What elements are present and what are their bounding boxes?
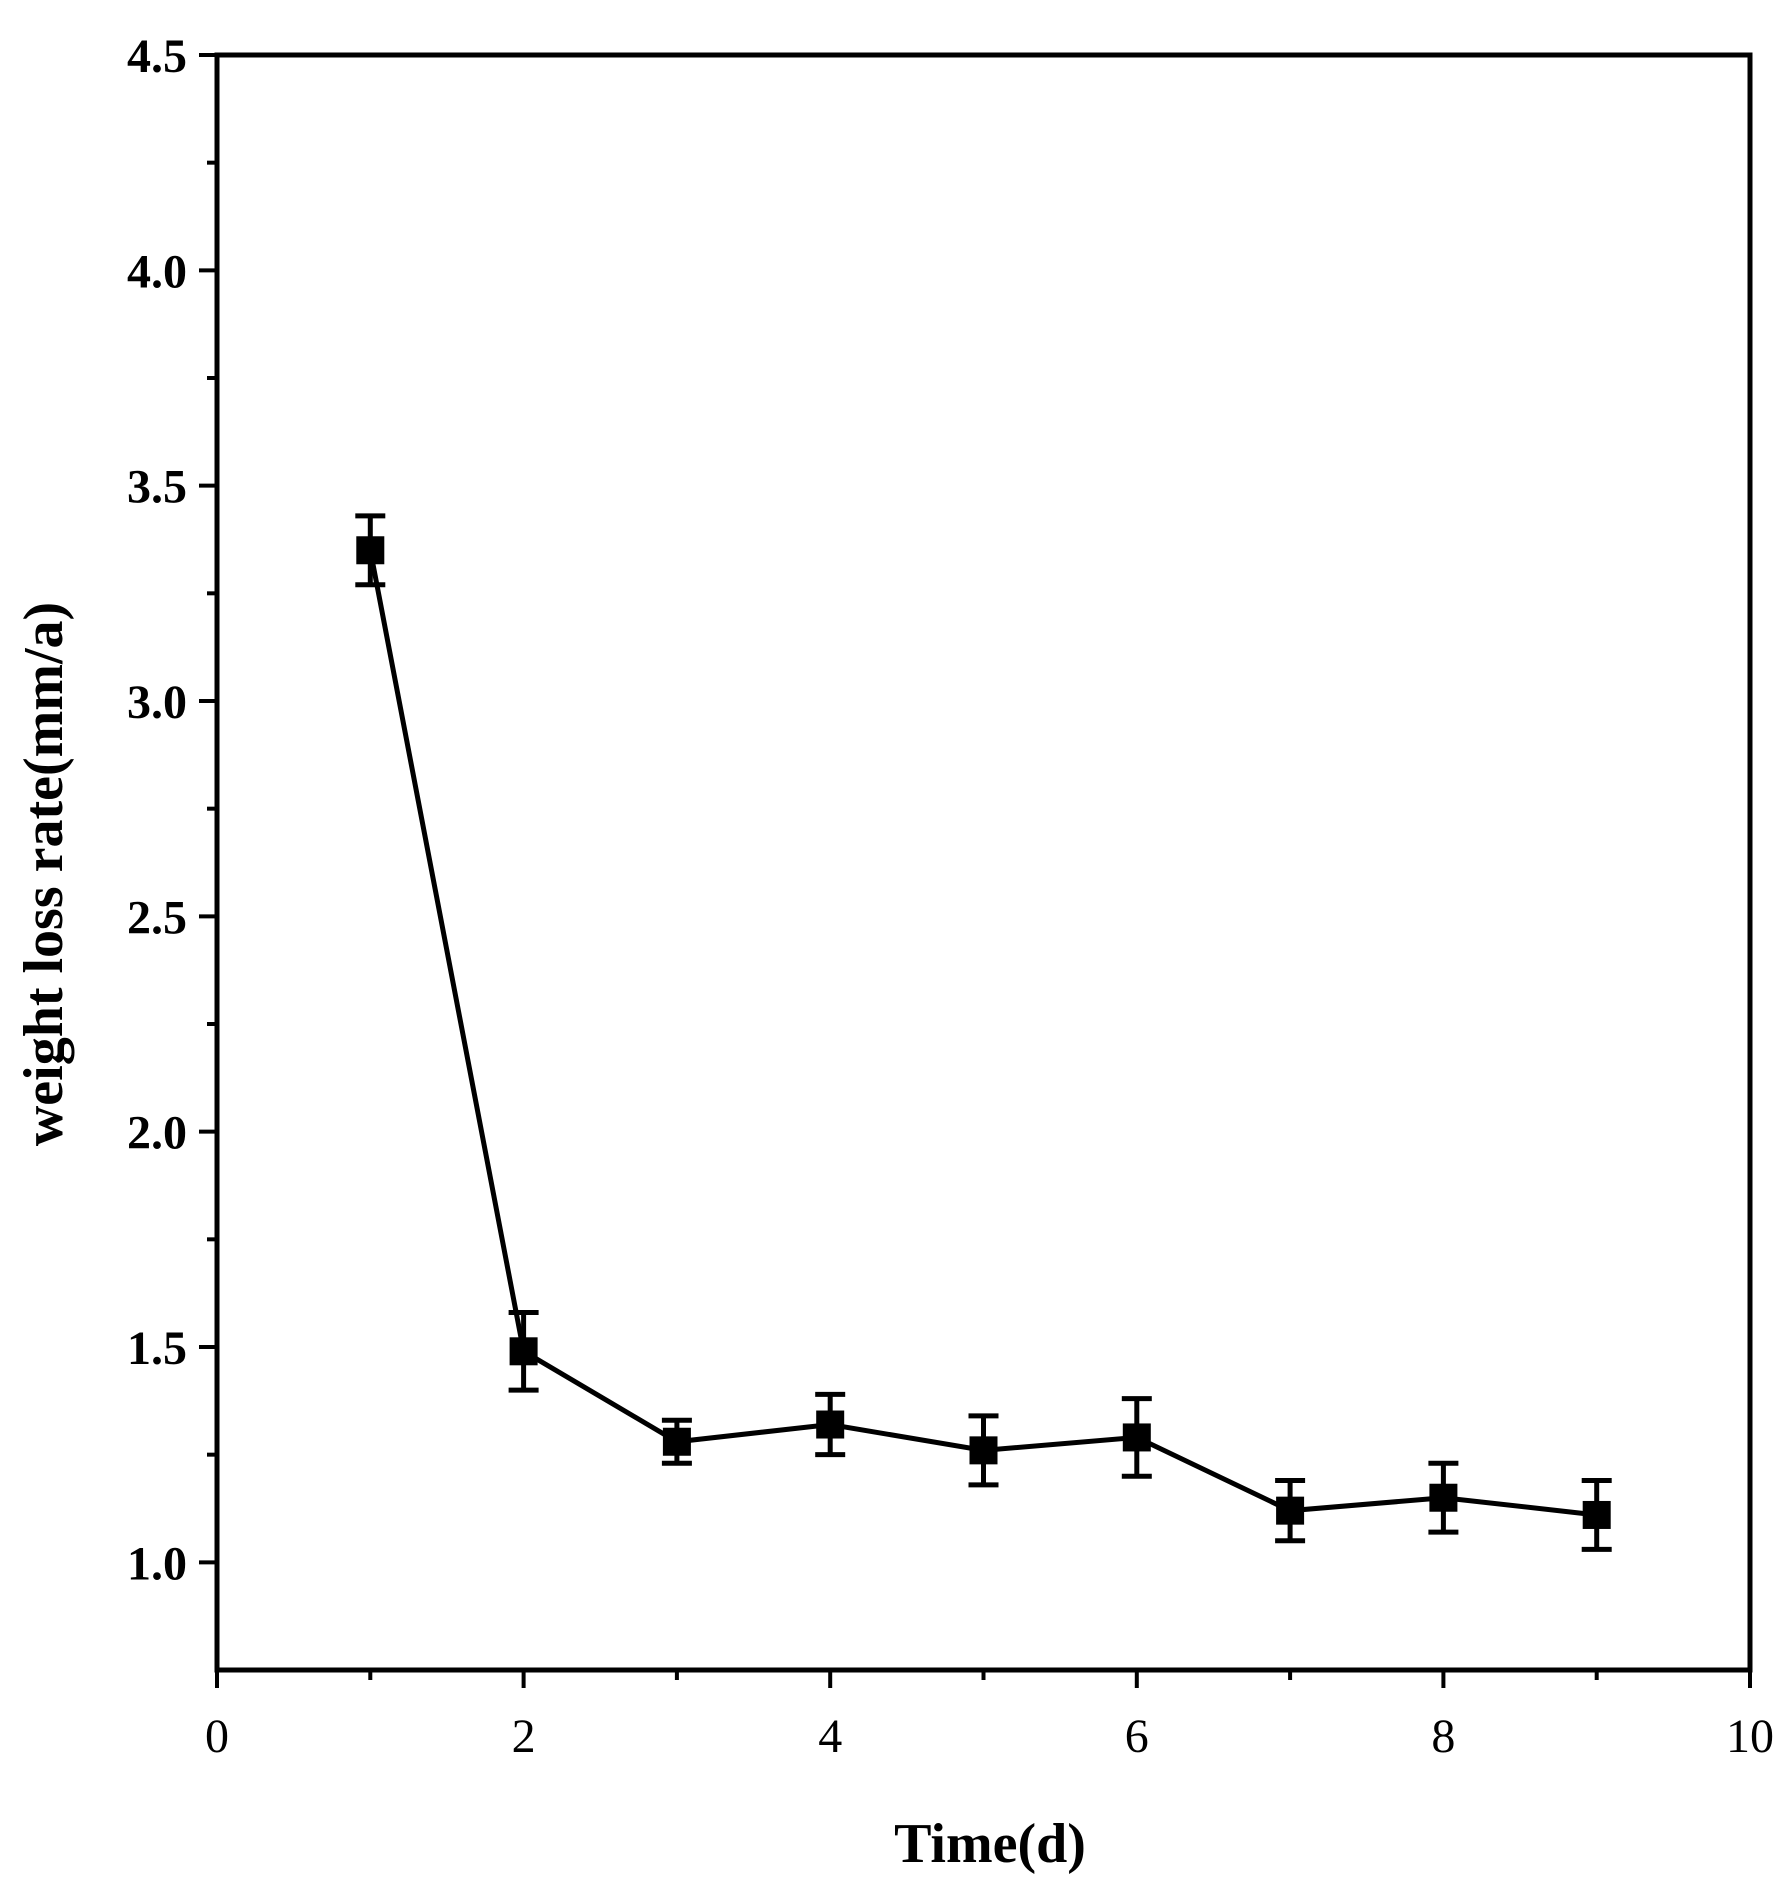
axis-ticks <box>199 53 1752 1688</box>
data-point <box>356 536 385 565</box>
data-series <box>355 513 1612 1552</box>
data-point <box>1122 1423 1151 1452</box>
y-tick-label: 1.5 <box>127 1322 187 1375</box>
series-line <box>367 549 1597 1518</box>
x-tick-label: 2 <box>512 1710 536 1763</box>
x-tick-label: 4 <box>818 1710 842 1763</box>
y-tick-label: 2.0 <box>127 1107 187 1160</box>
data-point <box>509 1337 538 1366</box>
x-tick-label: 10 <box>1726 1710 1774 1763</box>
data-point <box>1429 1483 1458 1512</box>
y-tick-label: 4.0 <box>127 245 187 298</box>
axis-labels: 0 2 4 6 8 10 1.0 1.5 2.0 2.5 3.0 3.5 4.0 4.5 <box>127 30 1774 1763</box>
y-tick-label: 2.5 <box>127 891 187 944</box>
x-axis-title: Time(d) <box>894 1813 1086 1875</box>
x-tick-label: 0 <box>205 1710 229 1763</box>
x-tick-label: 8 <box>1431 1710 1455 1763</box>
x-tick-label: 6 <box>1125 1710 1149 1763</box>
y-tick-label: 3.0 <box>127 676 187 729</box>
data-point <box>1276 1496 1305 1525</box>
y-tick-label: 3.5 <box>127 461 187 514</box>
data-point <box>1582 1500 1611 1529</box>
data-point <box>969 1436 998 1465</box>
y-tick-label: 1.0 <box>127 1537 187 1590</box>
y-axis-title: weight loss rate(mm/a) <box>13 602 75 1146</box>
data-point <box>662 1427 691 1456</box>
data-point <box>816 1410 845 1439</box>
y-tick-label: 4.5 <box>127 30 187 83</box>
